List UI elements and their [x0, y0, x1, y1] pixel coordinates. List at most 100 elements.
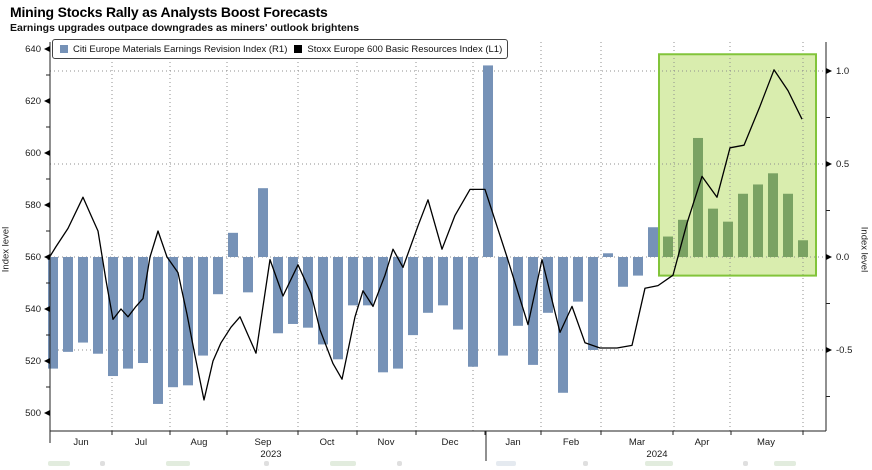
x-month-label: Aug [191, 437, 208, 448]
legend-label-line: Stoxx Europe 600 Basic Resources Index (… [307, 43, 503, 55]
bar [333, 257, 343, 360]
bar [423, 257, 433, 313]
bar [78, 257, 88, 343]
bar [213, 257, 223, 295]
bar [468, 257, 478, 367]
bar [48, 257, 58, 369]
x-month-label: May [757, 437, 775, 448]
bar [63, 257, 73, 352]
bar [363, 257, 373, 306]
bar [348, 257, 358, 306]
x-month-label: Sep [255, 437, 272, 448]
right-tick-marker [826, 161, 832, 167]
x-month-label: Jul [135, 437, 147, 448]
bar [648, 227, 658, 257]
bar [198, 257, 208, 356]
left-tick-label: 600 [25, 148, 41, 159]
bar [783, 193, 793, 257]
chart-title: Mining Stocks Rally as Analysts Boost Fo… [10, 4, 328, 20]
left-tick-label: 500 [25, 408, 41, 419]
bottom-artifact [330, 461, 356, 466]
left-tick-label: 520 [25, 356, 41, 367]
bar [693, 137, 703, 257]
bar [258, 188, 268, 257]
bar [453, 257, 463, 330]
bar [168, 257, 178, 388]
bottom-artifact [397, 461, 402, 466]
bar [633, 257, 643, 276]
right-tick-label: -0.5 [836, 345, 852, 356]
left-tick-label: 640 [25, 44, 41, 55]
bottom-artifact [166, 461, 190, 466]
bar [138, 257, 148, 364]
x-year-label: 2024 [646, 449, 667, 460]
bottom-artifact [264, 461, 269, 466]
line-series-swatch-icon [294, 45, 303, 53]
x-month-label: Feb [563, 437, 579, 448]
left-tick-marker [44, 98, 50, 104]
bar [228, 232, 238, 257]
bar [603, 253, 613, 257]
bar [753, 184, 763, 257]
x-month-label: Nov [378, 437, 395, 448]
x-month-label: Oct [320, 437, 335, 448]
highlight-region-border [658, 53, 817, 277]
bar [798, 240, 808, 257]
left-tick-label: 560 [25, 252, 41, 263]
bottom-artifact [100, 461, 105, 466]
right-tick-marker [826, 347, 832, 353]
left-tick-marker [44, 150, 50, 156]
bar [273, 257, 283, 334]
left-axis-title: Index level [0, 226, 12, 273]
x-month-label: Apr [695, 437, 710, 448]
x-month-label: Dec [442, 437, 459, 448]
left-tick-marker [44, 358, 50, 364]
right-tick-label: 1.0 [836, 66, 849, 77]
line-series [47, 69, 803, 401]
left-tick-label: 620 [25, 96, 41, 107]
bottom-artifact [496, 461, 516, 466]
left-tick-label: 540 [25, 304, 41, 315]
bar [378, 257, 388, 373]
bottom-artifact [583, 461, 588, 466]
legend-label-bars: Citi Europe Materials Earnings Revision … [73, 43, 288, 55]
bar [408, 257, 418, 336]
left-tick-marker [44, 254, 50, 260]
bar [123, 257, 133, 369]
left-tick-marker [44, 202, 50, 208]
bar [768, 173, 778, 257]
right-tick-label: 0.5 [836, 159, 849, 170]
bar [588, 257, 598, 350]
bar [498, 257, 508, 356]
x-month-label: Mar [629, 437, 645, 448]
legend: Citi Europe Materials Earnings Revision … [52, 39, 508, 59]
left-tick-marker [44, 46, 50, 52]
bottom-artifact [774, 461, 796, 466]
left-tick-marker [44, 306, 50, 312]
bar [393, 257, 403, 369]
bar-series-swatch-icon [60, 45, 68, 53]
bar [483, 65, 493, 257]
bar [723, 221, 733, 257]
bar [528, 257, 538, 365]
x-month-label: Jun [73, 437, 88, 448]
bar [573, 257, 583, 302]
right-tick-marker [826, 254, 832, 260]
right-axis-title: Index level [858, 226, 870, 273]
bar [318, 257, 328, 345]
left-tick-marker [44, 410, 50, 416]
bar [303, 257, 313, 328]
right-tick-marker [826, 68, 832, 74]
bar [243, 257, 253, 293]
chart-subtitle: Earnings upgrades outpace downgrades as … [10, 22, 360, 34]
right-tick-label: 0.0 [836, 252, 849, 263]
bar [288, 257, 298, 324]
bar [93, 257, 103, 354]
bottom-artifact [48, 461, 70, 466]
bar [618, 257, 628, 287]
bar [738, 193, 748, 257]
legend-item-line[interactable]: Stoxx Europe 600 Basic Resources Index (… [294, 44, 502, 55]
legend-item-bars[interactable]: Citi Europe Materials Earnings Revision … [60, 44, 287, 55]
